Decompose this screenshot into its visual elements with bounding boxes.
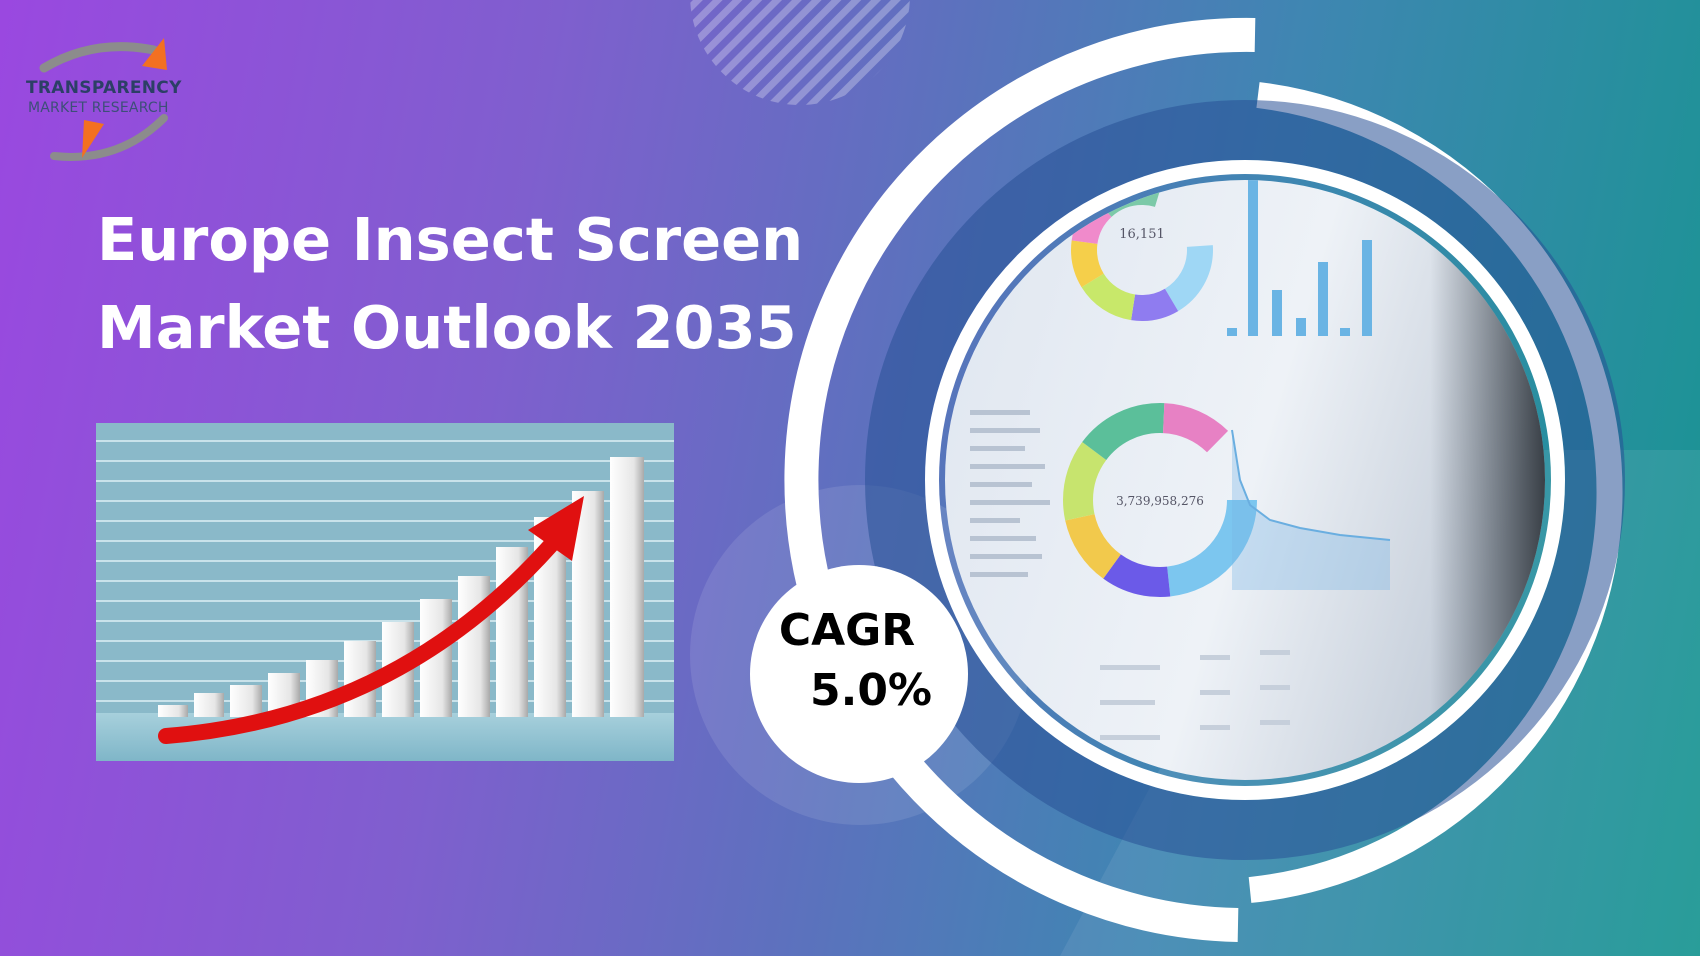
logo-wordmark: TRANSPARENCY <box>26 78 182 98</box>
growth-chart-image <box>96 423 674 761</box>
cagr-value: 5.0% <box>809 665 933 716</box>
growth-arrow-icon <box>528 496 584 561</box>
company-logo <box>39 38 168 161</box>
donut-2-value: 3,739,958,276 <box>1116 494 1204 508</box>
donut-1-value: 16,151 <box>1119 227 1165 242</box>
title-line-1: Europe Insect Screen <box>97 205 804 274</box>
logo-arrow-icon <box>142 38 167 70</box>
cagr-badge: CAGR 5.0% <box>750 565 968 783</box>
cagr-label: CAGR <box>778 605 916 656</box>
title-line-2: Market Outlook 2035 <box>97 293 797 362</box>
logo-subtitle: MARKET RESEARCH <box>28 100 169 116</box>
page-title: Europe Insect Screen Market Outlook 2035 <box>97 196 817 372</box>
